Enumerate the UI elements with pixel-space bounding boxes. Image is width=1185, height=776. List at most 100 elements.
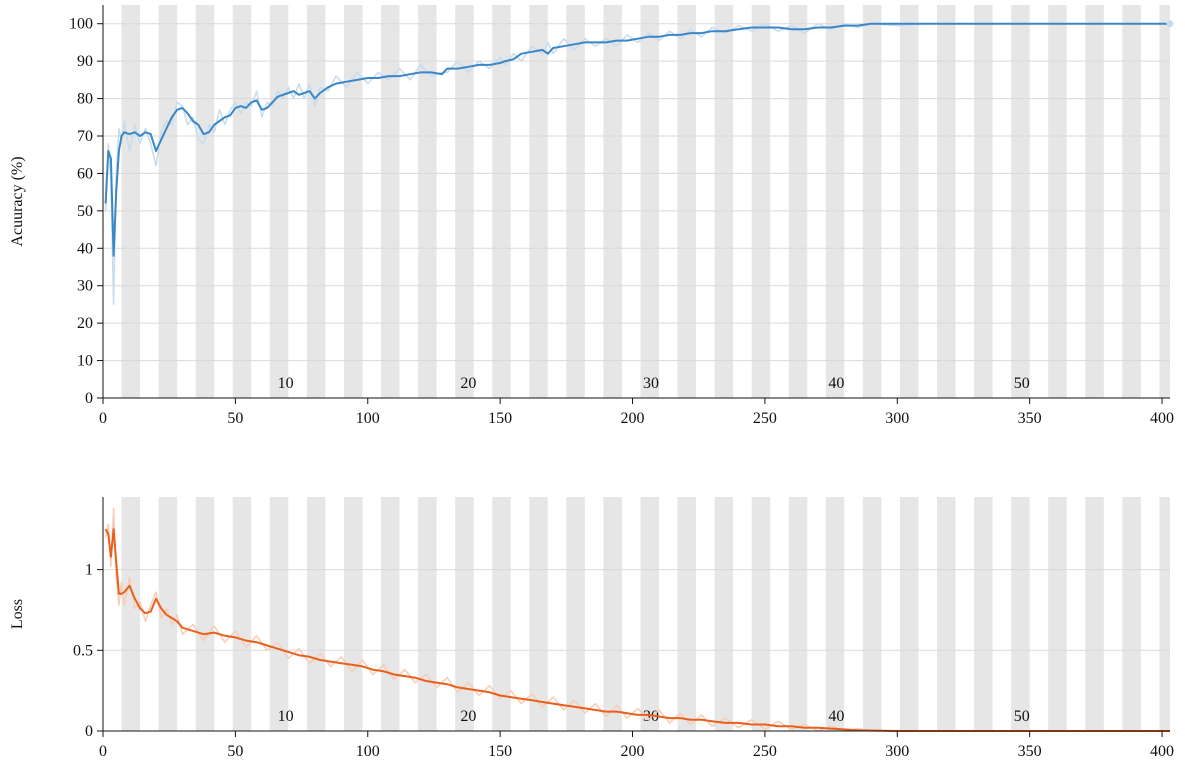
epoch-band — [788, 5, 808, 398]
epoch-label: 30 — [643, 375, 659, 392]
x-ticks: 0 50 100 150 200 250 300 350 400 — [99, 731, 1174, 760]
x-tick-label: 150 — [488, 743, 512, 760]
epoch-bands — [121, 497, 1170, 731]
y-ticks: 00.51 — [73, 562, 103, 740]
x-tick-label: 350 — [1018, 743, 1042, 760]
series-raw-line — [104, 22, 1170, 306]
epoch-band — [269, 5, 289, 398]
epoch-band — [1011, 497, 1030, 731]
epoch-band — [1085, 5, 1104, 398]
epoch-band — [677, 497, 697, 731]
y-tick-label: 30 — [77, 278, 93, 295]
epoch-band — [1122, 497, 1141, 731]
epoch-label: 20 — [460, 708, 476, 725]
epoch-band — [862, 5, 882, 398]
epoch-band — [418, 5, 437, 398]
epoch-band — [862, 497, 882, 731]
epoch-band — [1048, 497, 1067, 731]
epoch-label: 40 — [828, 708, 844, 725]
x-tick-label: 150 — [488, 410, 512, 427]
epoch-band — [788, 497, 808, 731]
epoch-band — [343, 497, 363, 731]
x-tick-label: 100 — [356, 743, 380, 760]
x-tick-label: 300 — [885, 410, 909, 427]
epoch-band — [899, 5, 919, 398]
y-ticks: 0 10 20 30 40 50 60 70 80 90 100 — [69, 16, 103, 407]
epoch-bands — [121, 5, 1170, 398]
epoch-band — [566, 5, 585, 398]
epoch-band — [899, 497, 919, 731]
epoch-band — [195, 5, 215, 398]
series-smoothed-line — [104, 528, 1170, 732]
y-tick-label: 0.5 — [73, 642, 93, 659]
epoch-labels: 10 20 30 40 50 — [278, 708, 1030, 725]
epoch-band — [677, 5, 697, 398]
epoch-band — [492, 5, 511, 398]
epoch-band — [121, 5, 141, 398]
epoch-band — [492, 497, 511, 731]
epoch-band — [825, 5, 845, 398]
epoch-band — [232, 5, 252, 398]
x-tick-label: 200 — [621, 743, 645, 760]
series-raw-line — [104, 507, 1170, 732]
epoch-band — [455, 497, 474, 731]
x-ticks: 0 50 100 150 200 250 300 350 400 — [99, 398, 1174, 427]
y-tick-label: 50 — [77, 203, 93, 220]
y-tick-label: 0 — [85, 723, 93, 740]
epoch-band — [1122, 5, 1141, 398]
y-tick-label: 80 — [77, 91, 93, 108]
x-tick-label: 0 — [99, 743, 107, 760]
gridlines — [103, 569, 1170, 651]
epoch-label: 50 — [1014, 375, 1030, 392]
y-tick-label: 10 — [77, 353, 93, 370]
y-tick-label: 60 — [77, 165, 93, 182]
epoch-band — [529, 497, 548, 731]
y-tick-label: 20 — [77, 315, 93, 332]
y-tick-label: 40 — [77, 240, 93, 257]
epoch-label: 50 — [1014, 708, 1030, 725]
y-tick-label: 70 — [77, 128, 93, 145]
epoch-band — [603, 5, 622, 398]
epoch-band — [937, 5, 956, 398]
x-tick-label: 0 — [99, 410, 107, 427]
x-tick-label: 250 — [753, 410, 777, 427]
y-tick-label: 90 — [77, 53, 93, 70]
x-tick-label: 200 — [621, 410, 645, 427]
series-endpoint-marker — [1166, 20, 1174, 28]
x-tick-label: 400 — [1150, 743, 1174, 760]
epoch-band — [1011, 5, 1030, 398]
epoch-band — [1085, 497, 1104, 731]
epoch-band — [195, 497, 215, 731]
x-tick-label: 300 — [885, 743, 909, 760]
y-tick-label: 1 — [85, 562, 93, 579]
epoch-band — [343, 5, 363, 398]
x-tick-label: 250 — [753, 743, 777, 760]
y-tick-label: 0 — [85, 390, 93, 407]
epoch-band — [566, 497, 585, 731]
epoch-band — [640, 5, 660, 398]
epoch-band — [751, 497, 771, 731]
epoch-label: 10 — [278, 375, 294, 392]
epoch-band — [121, 497, 141, 731]
epoch-band — [232, 497, 252, 731]
epoch-band — [269, 497, 289, 731]
epoch-band — [306, 5, 326, 398]
epoch-band — [751, 5, 771, 398]
x-tick-label: 400 — [1150, 410, 1174, 427]
epoch-band — [937, 497, 956, 731]
epoch-band — [1159, 5, 1170, 398]
epoch-band — [418, 497, 437, 731]
x-tick-label: 50 — [227, 410, 243, 427]
y-axis-title: Loss — [9, 599, 26, 629]
y-tick-label: 100 — [69, 16, 93, 33]
epoch-band — [714, 5, 734, 398]
gridlines — [103, 23, 1170, 362]
series-smoothed-line — [104, 22, 1170, 257]
epoch-band — [825, 497, 845, 731]
epoch-label: 10 — [278, 708, 294, 725]
epoch-label: 20 — [460, 375, 476, 392]
epoch-band — [640, 497, 660, 731]
